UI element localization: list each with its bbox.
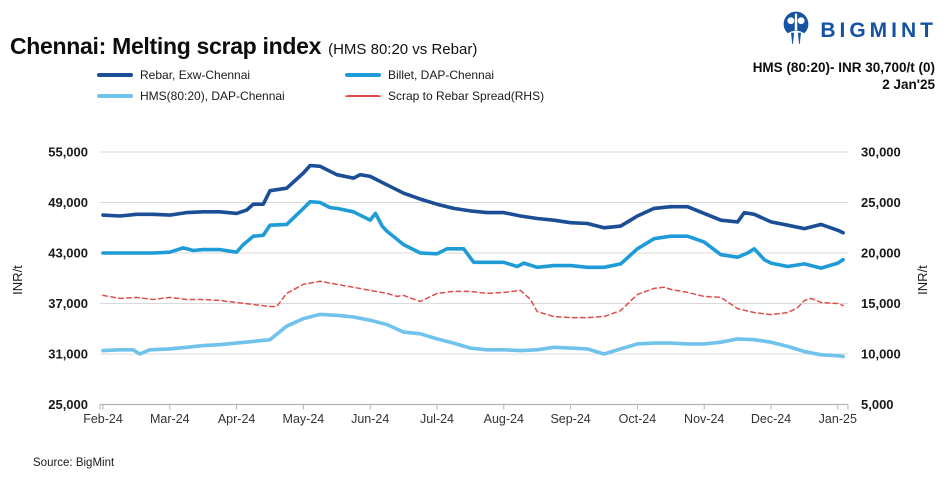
bigmint-brand-text: BIGMINT xyxy=(820,18,937,42)
y-axis-left-tick-label: 43,000 xyxy=(48,246,88,261)
x-axis-tick-label: Oct-24 xyxy=(619,412,657,426)
legend-item-rebar: Rebar, Exw-Chennai xyxy=(97,68,250,82)
legend-swatch-hms xyxy=(97,94,133,98)
x-axis-tick-label: Sep-24 xyxy=(550,412,590,426)
legend-label-billet: Billet, DAP-Chennai xyxy=(388,68,495,82)
series-line-billet xyxy=(101,199,845,270)
chart-title: Chennai: Melting scrap index xyxy=(10,33,322,59)
legend-label-rebar: Rebar, Exw-Chennai xyxy=(140,68,251,82)
y-axis-left-tick-label: 49,000 xyxy=(48,195,88,210)
x-axis-tick-label: Jul-24 xyxy=(420,412,454,426)
y-axis-right-tick-label: 5,000 xyxy=(861,397,894,412)
y-axis-right-tick-label: 15,000 xyxy=(861,296,901,311)
series-line-rebar xyxy=(101,163,845,235)
legend-swatch-billet xyxy=(345,73,381,77)
x-axis-tick-label: May-24 xyxy=(283,412,325,426)
y-axis-left-tick-label: 25,000 xyxy=(48,397,88,412)
legend-item-spread: Scrap to Rebar Spread(RHS) xyxy=(345,89,544,103)
legend-item-billet: Billet, DAP-Chennai xyxy=(345,68,494,82)
y-axis-left-tick-label: 31,000 xyxy=(48,347,88,362)
x-axis-tick-label: Dec-24 xyxy=(751,412,791,426)
source-note: Source: BigMint xyxy=(33,457,115,469)
x-axis-tick-label: Feb-24 xyxy=(83,412,123,426)
y-axis-left-title: INR/t xyxy=(10,265,25,295)
y-axis-right-tick-label: 30,000 xyxy=(861,145,901,160)
y-axis-right-tick-label: 10,000 xyxy=(861,347,901,362)
date-line: 2 Jan'25 xyxy=(882,77,935,92)
y-axis-right-tick-label: 20,000 xyxy=(861,246,901,261)
y-axis-right-tick-label: 25,000 xyxy=(861,195,901,210)
legend-item-hms: HMS(80:20), DAP-Chennai xyxy=(97,89,285,103)
x-axis-tick-label: Jun-24 xyxy=(351,412,389,426)
y-axis-left-tick-label: 37,000 xyxy=(48,296,88,311)
legend-label-spread: Scrap to Rebar Spread(RHS) xyxy=(388,89,545,103)
x-axis-tick-label: Aug-24 xyxy=(484,412,524,426)
x-axis-tick-label: Jan-25 xyxy=(819,412,857,426)
x-axis-tick-label: Mar-24 xyxy=(150,412,190,426)
x-axis-tick-label: Apr-24 xyxy=(218,412,256,426)
legend-swatch-spread xyxy=(345,95,381,97)
series-line-hms-80-20- xyxy=(101,312,845,359)
series-line-scrap-to-rebar-spread-rhs- xyxy=(102,280,844,319)
price-info: HMS (80:20)- INR 30,700/t (0) 2 Jan'25 xyxy=(753,59,935,93)
bigmint-logo: BIGMINT xyxy=(780,8,937,53)
legend-label-hms: HMS(80:20), DAP-Chennai xyxy=(140,89,285,103)
x-axis-tick-label: Nov-24 xyxy=(684,412,724,426)
page-title: Chennai: Melting scrap index (HMS 80:20 … xyxy=(10,33,477,60)
price-line: HMS (80:20)- INR 30,700/t (0) xyxy=(752,60,935,75)
legend-swatch-rebar xyxy=(97,73,133,77)
y-axis-right-title: INR/t xyxy=(915,265,930,295)
bigmint-logo-icon xyxy=(780,8,812,53)
chart-subtitle: (HMS 80:20 vs Rebar) xyxy=(328,41,478,58)
y-axis-left-tick-label: 55,000 xyxy=(48,145,88,160)
